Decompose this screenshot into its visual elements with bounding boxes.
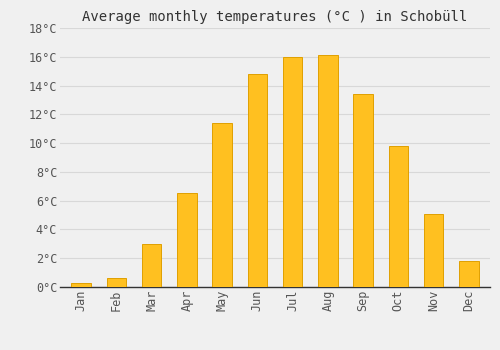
Title: Average monthly temperatures (°C ) in Schobüll: Average monthly temperatures (°C ) in Sc… [82, 10, 468, 24]
Bar [354, 94, 373, 287]
Bar [72, 283, 91, 287]
Bar [318, 55, 338, 287]
Bar [142, 244, 162, 287]
Bar [388, 146, 408, 287]
Bar [177, 194, 197, 287]
Bar [248, 74, 267, 287]
Bar [424, 214, 444, 287]
Bar [106, 278, 126, 287]
Bar [212, 123, 232, 287]
Bar [459, 261, 478, 287]
Bar [283, 57, 302, 287]
